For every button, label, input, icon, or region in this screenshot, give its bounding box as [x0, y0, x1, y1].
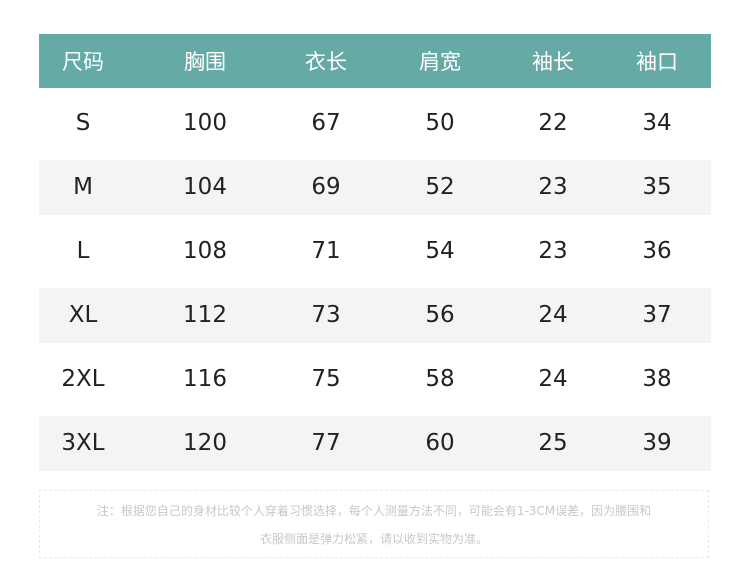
table-cell: 75 [311, 366, 341, 392]
column-header: 胸围 [184, 50, 226, 74]
table-cell: 2XL [61, 366, 105, 392]
table-cell: 35 [642, 174, 672, 200]
table-cell: 67 [311, 110, 341, 136]
table-cell: 3XL [61, 430, 105, 456]
table-cell: 73 [311, 302, 341, 328]
table-cell: 34 [642, 110, 672, 136]
table-cell: 50 [425, 110, 455, 136]
table-row: L 108 71 54 23 36 [39, 216, 711, 280]
table-cell: 37 [642, 302, 672, 328]
table-cell: 69 [311, 174, 341, 200]
column-header: 衣长 [305, 50, 347, 74]
column-header: 肩宽 [419, 50, 461, 74]
table-row: 2XL 116 75 58 24 38 [39, 344, 711, 408]
table-cell: L [76, 238, 90, 264]
table-cell: 71 [311, 238, 341, 264]
table-header: 尺码 胸围 衣长 肩宽 袖长 袖口 [39, 34, 711, 88]
table-cell: 52 [425, 174, 455, 200]
table-cell: 23 [538, 174, 568, 200]
table-cell: S [75, 110, 91, 136]
table-cell: 60 [425, 430, 455, 456]
table-cell: 100 [183, 110, 227, 136]
table-cell: 23 [538, 238, 568, 264]
table-cell: 39 [642, 430, 672, 456]
table-cell: 104 [183, 174, 227, 200]
table-cell: 38 [642, 366, 672, 392]
table-cell: 58 [425, 366, 455, 392]
table-cell: 108 [183, 238, 227, 264]
table-row: M 104 69 52 23 35 [39, 152, 711, 216]
table-cell: 24 [538, 366, 568, 392]
table-cell: 22 [538, 110, 568, 136]
table-row: XL 112 73 56 24 37 [39, 280, 711, 344]
table-cell: M [73, 174, 93, 200]
table-row: 3XL 120 77 60 25 39 [39, 408, 711, 472]
column-header: 袖长 [532, 50, 574, 74]
table-cell: 56 [425, 302, 455, 328]
table-cell: 120 [183, 430, 227, 456]
table-cell: XL [68, 302, 98, 328]
size-chart-table: 尺码 胸围 衣长 肩宽 袖长 袖口 S 100 67 50 22 34 M 104 69 52 23 35 L 10… [39, 34, 711, 472]
table-cell: 54 [425, 238, 455, 264]
table-cell: 25 [538, 430, 568, 456]
table-cell: 24 [538, 302, 568, 328]
table-row: S 100 67 50 22 34 [39, 88, 711, 152]
note-line-1: 注：根据您自己的身材比较个人穿着习惯选择，每个人测量方法不同，可能会有1-3CM… [96, 504, 652, 518]
table-cell: 112 [183, 302, 227, 328]
size-note: 注：根据您自己的身材比较个人穿着习惯选择，每个人测量方法不同，可能会有1-3CM… [39, 490, 709, 558]
table-cell: 36 [642, 238, 672, 264]
note-line-2: 衣服侧面是弹力松紧，请以收到实物为准。 [259, 532, 488, 546]
column-header: 袖口 [636, 50, 678, 74]
table-cell: 77 [311, 430, 341, 456]
table-cell: 116 [183, 366, 227, 392]
column-header: 尺码 [62, 50, 104, 74]
